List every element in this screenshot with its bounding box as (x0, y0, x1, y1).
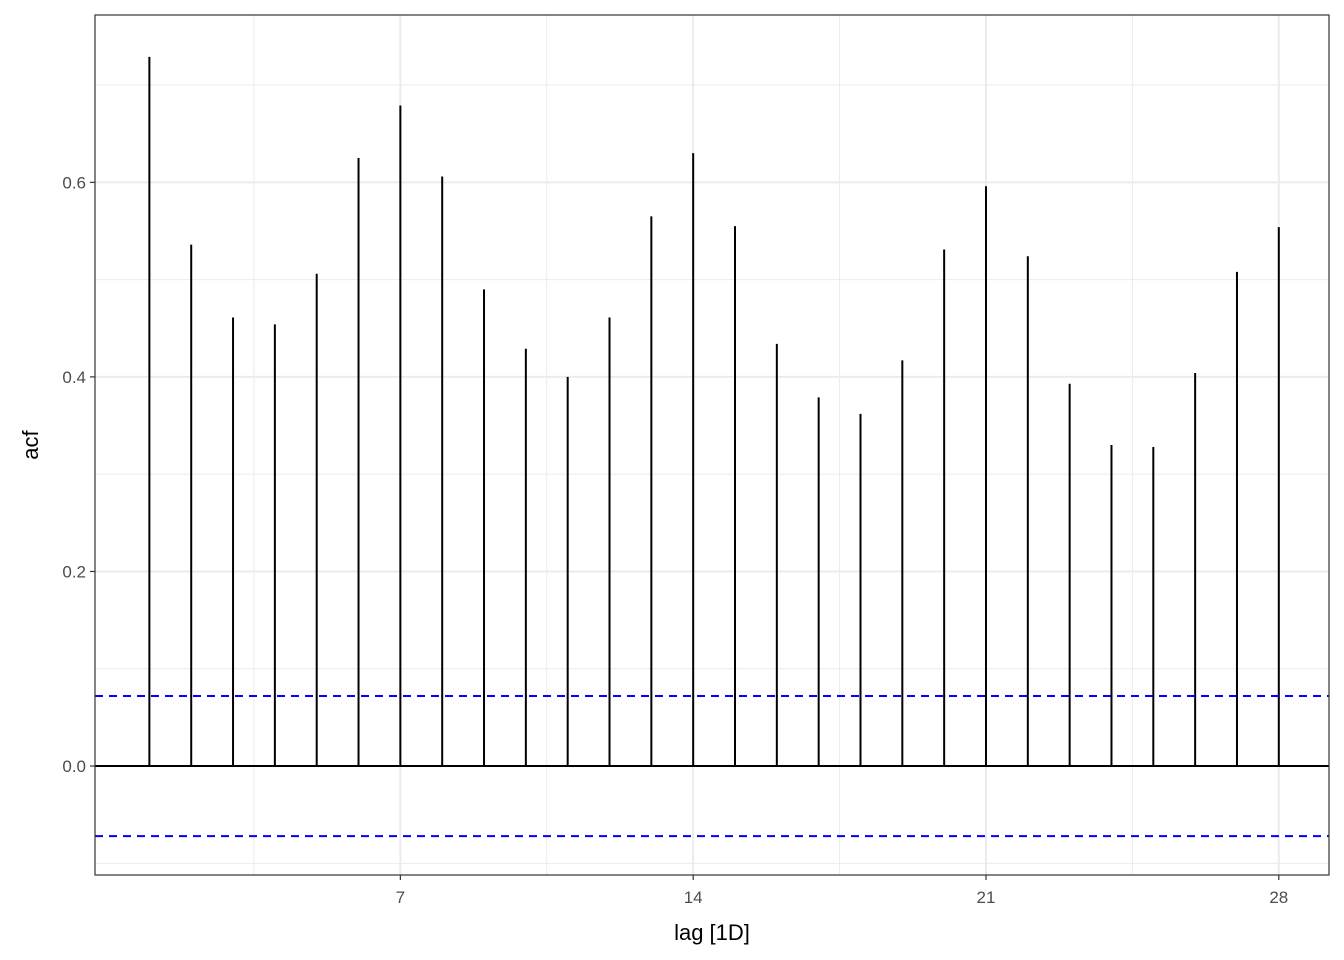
grid-major (95, 15, 1329, 875)
y-axis-ticks: 0.0 0.2 0.4 0.6 (62, 173, 95, 776)
y-axis-title: acf (18, 429, 43, 459)
y-tick-label: 0.2 (62, 562, 86, 581)
x-axis-ticks: 7 14 21 28 (396, 875, 1288, 907)
y-tick-label: 0.6 (62, 173, 86, 192)
x-axis-title: lag [1D] (674, 920, 750, 945)
x-tick-label: 21 (977, 888, 996, 907)
x-tick-label: 14 (684, 888, 703, 907)
y-tick-label: 0.4 (62, 368, 86, 387)
grid-minor (95, 15, 1329, 875)
panel-border (94, 14, 1330, 876)
x-tick-label: 28 (1269, 888, 1288, 907)
acf-stems (148, 56, 1280, 767)
x-tick-label: 7 (396, 888, 405, 907)
y-tick-label: 0.0 (62, 757, 86, 776)
